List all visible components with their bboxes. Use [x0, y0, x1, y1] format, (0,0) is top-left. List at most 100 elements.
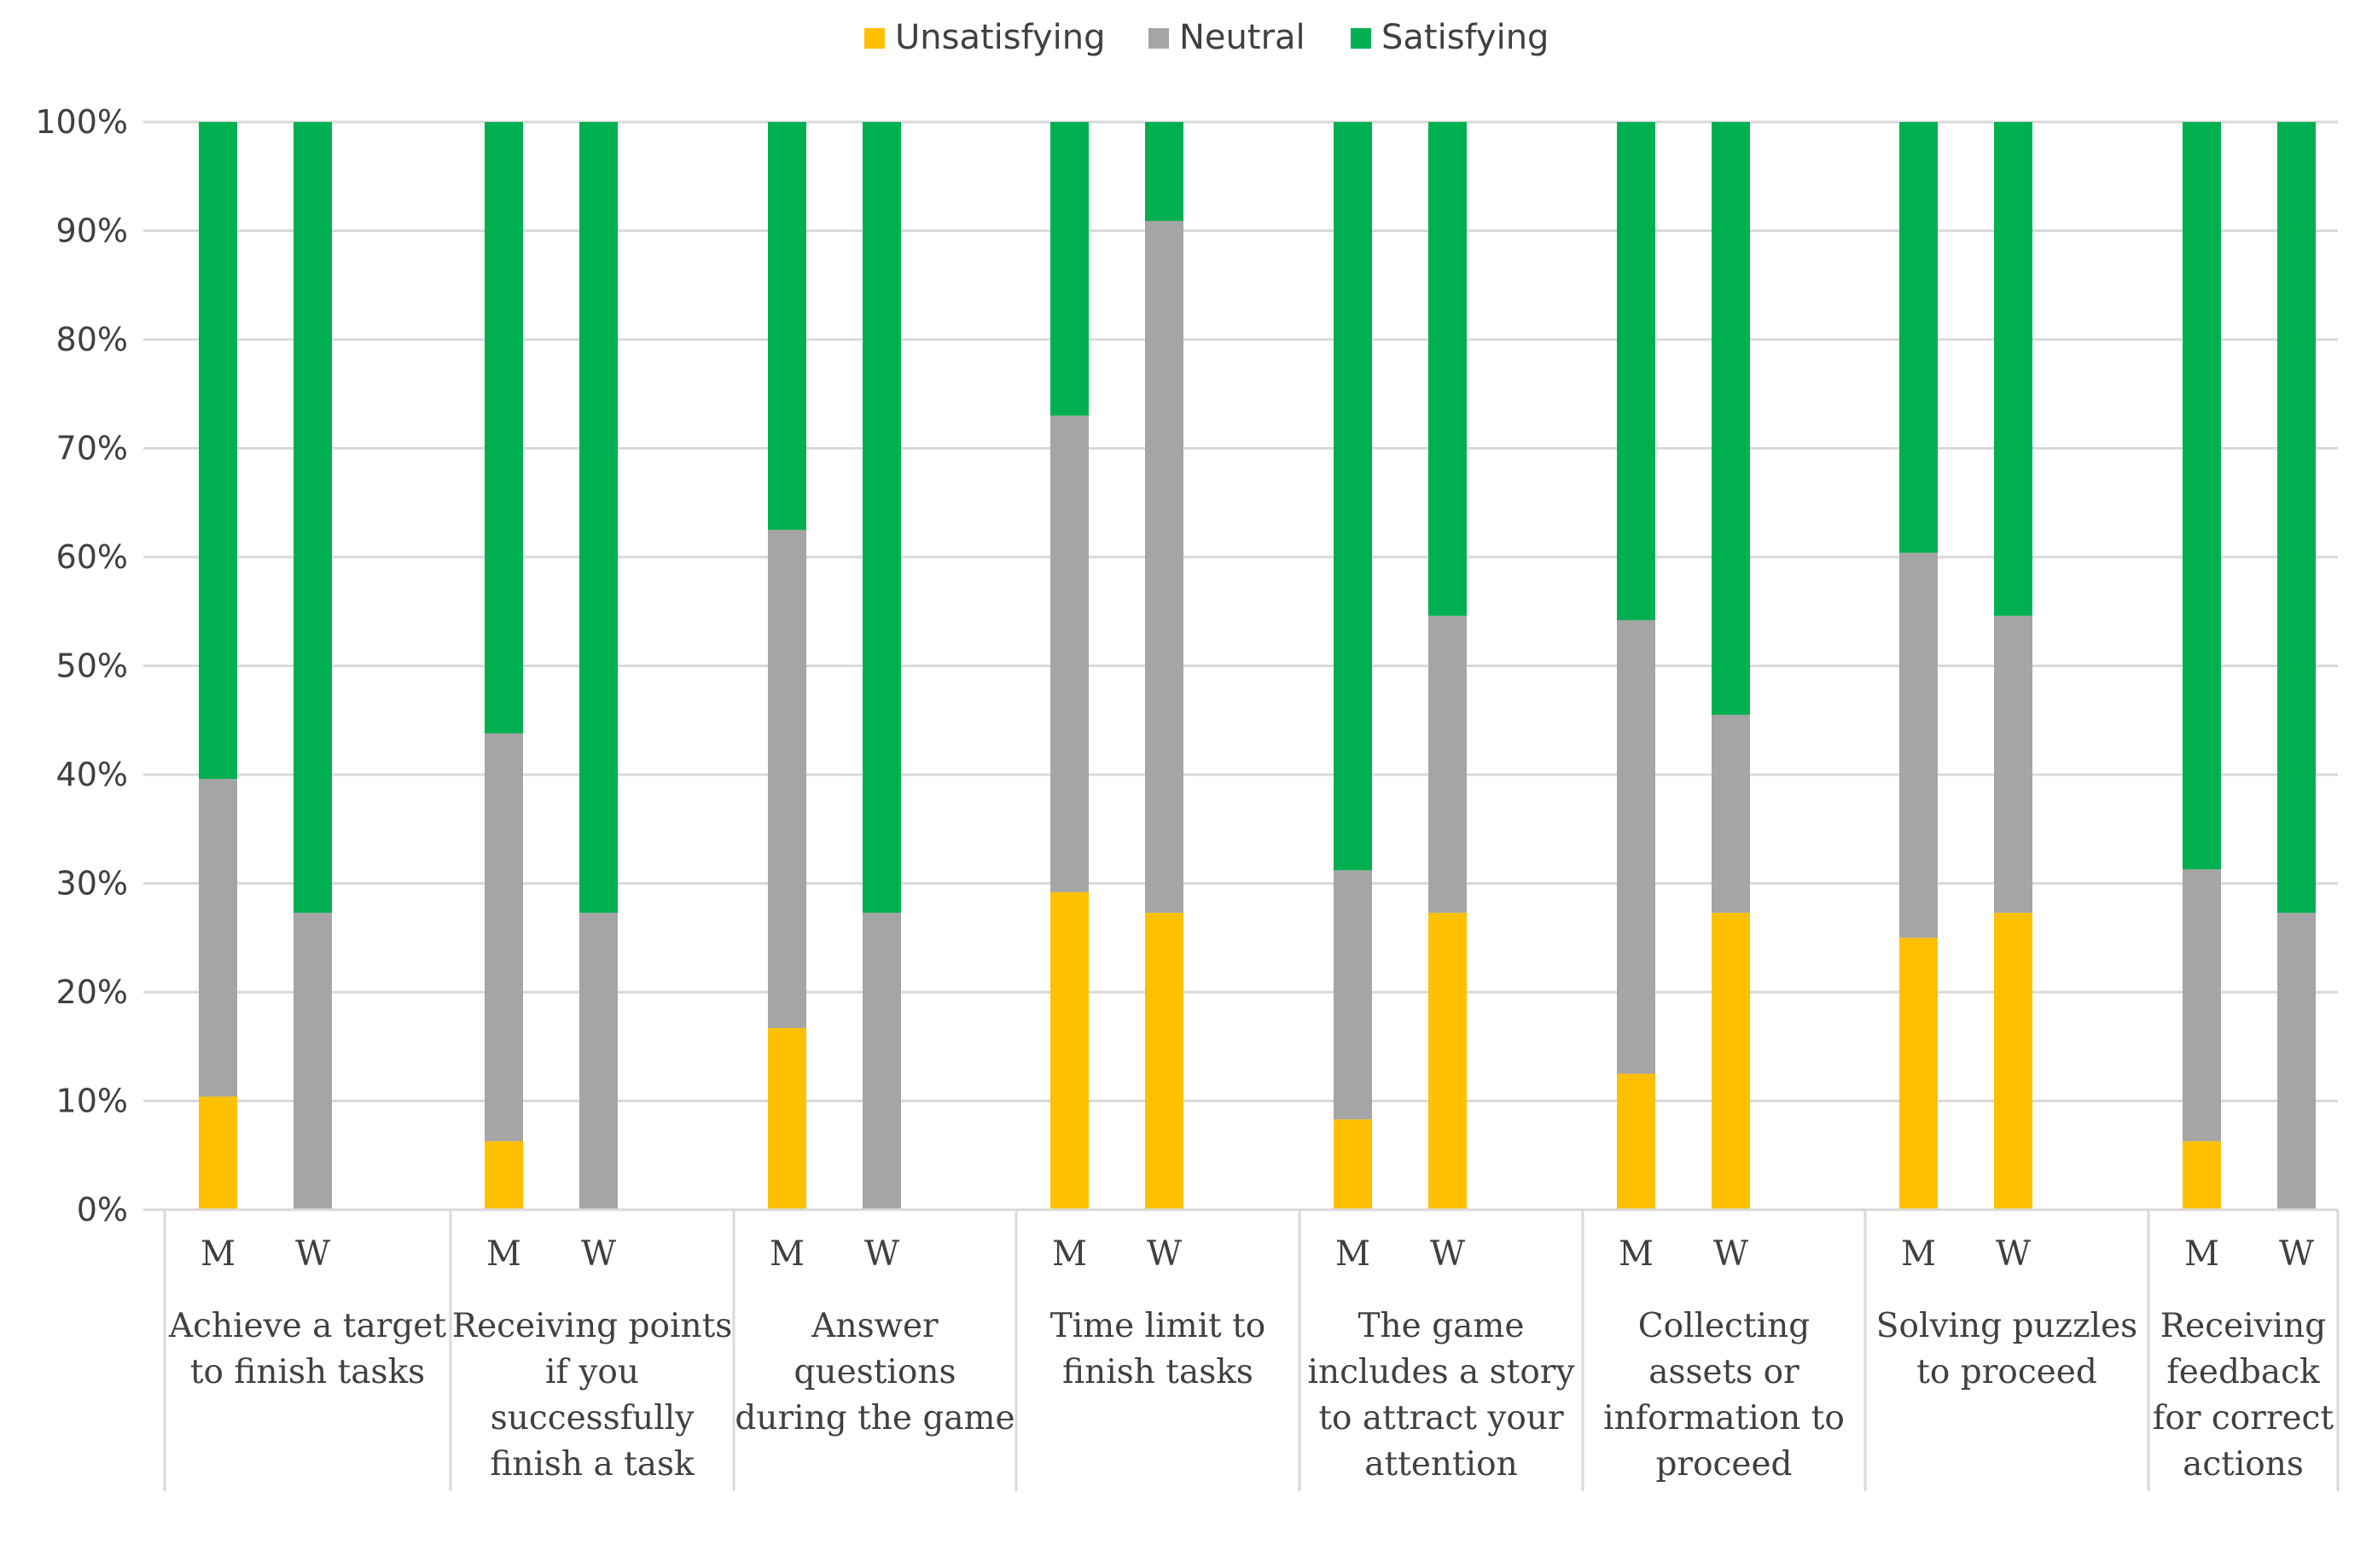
bar-segment-neutral: [485, 733, 523, 1141]
x-sub-label: W: [1430, 1234, 1465, 1274]
x-category-label: actions: [2183, 1445, 2304, 1484]
bar-segment-satisfying: [2183, 122, 2221, 869]
y-tick-label: 0%: [77, 1191, 128, 1228]
bar-segment-neutral: [1617, 619, 1655, 1074]
bar-segment-neutral: [1334, 870, 1372, 1120]
y-tick-label: 20%: [56, 973, 128, 1011]
x-sub-label: M: [486, 1234, 521, 1274]
bar-segment-satisfying: [1712, 122, 1750, 715]
x-sub-label: M: [1619, 1234, 1654, 1274]
x-sub-label: W: [2279, 1234, 2314, 1274]
x-category-label: The game: [1358, 1307, 1525, 1345]
x-sub-label: M: [1052, 1234, 1087, 1274]
x-category-label: for correct: [2153, 1399, 2334, 1437]
bar-segment-satisfying: [1050, 122, 1089, 416]
legend-label-satisfying: Satisfying: [1381, 18, 1549, 57]
bar-segment-satisfying: [1428, 122, 1467, 616]
bar-segment-unsatisfying: [1712, 912, 1750, 1210]
x-category-label: assets or: [1648, 1353, 1799, 1391]
bar-segment-unsatisfying: [199, 1096, 237, 1210]
bar-segment-unsatisfying: [1145, 912, 1183, 1210]
x-axis: M W Achieve a target to finish tasks M W Recei…: [143, 1208, 2340, 1491]
bar-segment-unsatisfying: [2183, 1141, 2221, 1210]
bar-segment-satisfying: [1994, 122, 2032, 616]
y-tick-label: 90%: [56, 212, 128, 250]
y-axis: 0% 10% 20% 30% 40% 50% 60% 70% 80% 90% 100%: [35, 103, 128, 1228]
legend-label-unsatisfying: Unsatisfying: [895, 18, 1106, 57]
bar-segment-satisfying: [579, 122, 618, 913]
bar-segment-neutral: [1428, 615, 1467, 913]
x-sub-label: W: [581, 1234, 616, 1274]
bar-segment-neutral: [2183, 868, 2221, 1141]
legend-swatch-satisfying: [1351, 28, 1371, 49]
x-sub-label: W: [864, 1234, 899, 1274]
y-tick-label: 80%: [56, 321, 128, 358]
y-tick-label: 50%: [56, 648, 128, 685]
x-category-label: Receiving points: [452, 1307, 733, 1345]
legend-label-neutral: Neutral: [1179, 18, 1305, 57]
x-category-label: proceed: [1655, 1445, 1792, 1484]
bar-segment-neutral: [768, 530, 806, 1029]
y-tick-label: 70%: [56, 430, 128, 467]
y-tick-label: 40%: [56, 756, 128, 793]
y-tick-label: 60%: [56, 538, 128, 576]
x-category-label: Achieve a target: [168, 1307, 446, 1345]
bar-segment-unsatisfying: [768, 1028, 806, 1210]
x-category-label: Time limit to: [1050, 1307, 1266, 1345]
x-sub-label: W: [295, 1234, 330, 1274]
x-sub-label: M: [2184, 1234, 2219, 1274]
bar-segment-unsatisfying: [1334, 1119, 1372, 1210]
bar-segment-satisfying: [2277, 122, 2316, 913]
bar-segment-satisfying: [863, 122, 901, 913]
x-category-label: to attract your: [1318, 1399, 1564, 1437]
bar-segment-satisfying: [199, 122, 237, 780]
x-sub-label: W: [1713, 1234, 1748, 1274]
bar-segment-neutral: [1712, 714, 1750, 913]
x-category-label: feedback: [2166, 1353, 2320, 1391]
x-category-label: finish tasks: [1062, 1353, 1253, 1391]
bar-segment-neutral: [1145, 221, 1183, 913]
x-category-label: successfully: [491, 1399, 694, 1437]
bar-segment-unsatisfying: [1050, 891, 1089, 1210]
x-sub-label: M: [201, 1234, 235, 1274]
y-tick-label: 30%: [56, 865, 128, 903]
bar-segment-neutral: [2277, 912, 2316, 1210]
x-sub-label: W: [1996, 1234, 2031, 1274]
x-category-label: Solving puzzles: [1876, 1307, 2137, 1345]
bar-segment-unsatisfying: [1994, 912, 2032, 1210]
legend-swatch-neutral: [1148, 28, 1169, 49]
x-sub-label: M: [1901, 1234, 1936, 1274]
bar-segment-satisfying: [1334, 122, 1372, 871]
x-category-label: Answer: [811, 1307, 939, 1345]
bars: [199, 122, 2316, 1210]
bar-segment-satisfying: [294, 122, 332, 913]
bar-segment-neutral: [579, 912, 618, 1210]
bar-segment-neutral: [1994, 615, 2032, 913]
bar-segment-neutral: [1899, 552, 1938, 938]
x-category-label: to proceed: [1916, 1353, 2097, 1391]
x-category-label: finish a task: [490, 1445, 695, 1484]
bar-segment-unsatisfying: [1428, 912, 1467, 1210]
x-sub-label: W: [1147, 1234, 1182, 1274]
bar-segment-neutral: [199, 779, 237, 1097]
y-tick-label: 10%: [56, 1083, 128, 1120]
x-sub-label: M: [770, 1234, 805, 1274]
bar-segment-neutral: [863, 912, 901, 1210]
x-category-label: during the game: [735, 1399, 1014, 1437]
bar-segment-satisfying: [1617, 122, 1655, 620]
x-category-label: Receiving: [2160, 1307, 2326, 1345]
y-tick-label: 100%: [35, 103, 128, 141]
bar-segment-unsatisfying: [1899, 938, 1938, 1210]
x-sub-label: M: [1335, 1234, 1370, 1274]
bar-segment-neutral: [294, 912, 332, 1210]
bar-segment-satisfying: [768, 122, 806, 531]
x-category-label: questions: [794, 1353, 956, 1391]
x-category-label: if you: [545, 1353, 639, 1391]
bar-segment-neutral: [1050, 415, 1089, 892]
x-category-label: to finish tasks: [190, 1353, 425, 1391]
legend-swatch-unsatisfying: [864, 28, 885, 49]
legend: Unsatisfying Neutral Satisfying: [864, 18, 1549, 57]
bar-segment-unsatisfying: [485, 1141, 523, 1210]
x-category-label: attention: [1364, 1445, 1518, 1484]
